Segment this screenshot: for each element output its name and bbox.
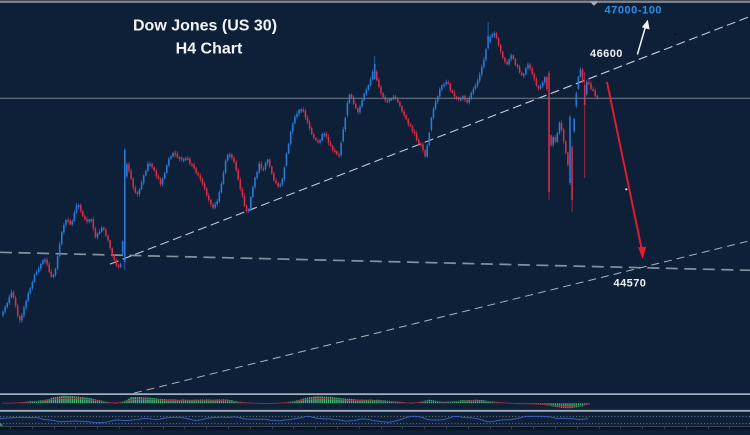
- svg-text:47000-100: 47000-100: [605, 5, 663, 17]
- svg-text:44570: 44570: [614, 278, 647, 290]
- svg-text:H4 Chart: H4 Chart: [176, 41, 243, 58]
- svg-text:Dow Jones (US 30): Dow Jones (US 30): [133, 18, 277, 35]
- svg-text:46600: 46600: [590, 48, 623, 60]
